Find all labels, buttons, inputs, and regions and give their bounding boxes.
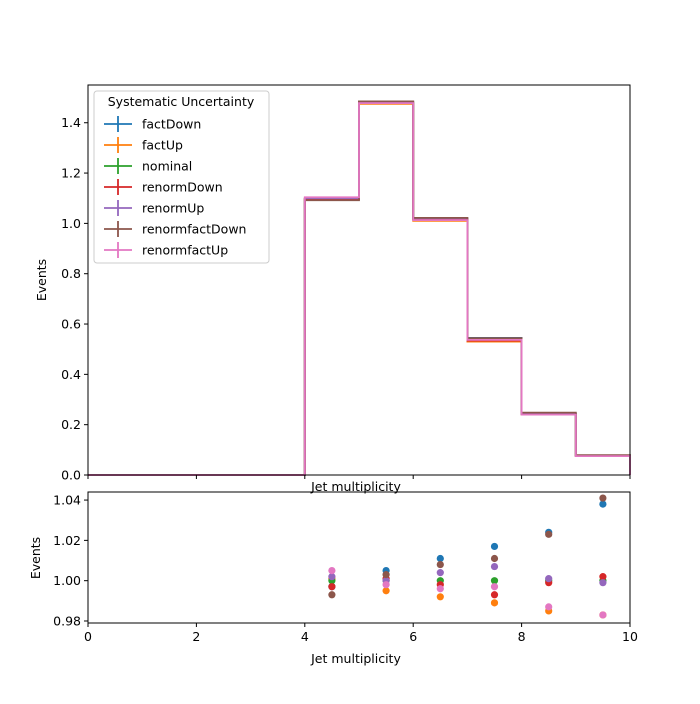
ratio-y-tick-label: 1.04 — [53, 493, 81, 508]
main-y-tick-label: 1.0 — [61, 216, 81, 231]
ratio-point-nominal — [490, 577, 499, 585]
legend-entries: factDown factUp nominal renormDown renormUp r… — [104, 116, 246, 258]
legend-label: nominal — [142, 159, 192, 174]
legend-frame — [93, 90, 270, 264]
ratio-point-renormfactDown — [599, 494, 607, 502]
main-y-tick-label: 0.4 — [61, 367, 81, 382]
ratio-point-renormUp — [328, 573, 336, 581]
ratio-x-ticks: 0 2 4 6 8 10 — [84, 623, 638, 644]
legend-item-renormUp: renormUp — [104, 200, 204, 216]
ratio-point-renormfactDown — [328, 591, 336, 599]
ratio-x-tick-label: 6 — [409, 629, 417, 644]
main-y-tick-label: 0.6 — [61, 317, 81, 332]
ratio-x-tick-label: 2 — [192, 629, 200, 644]
ratio-point-factUp — [436, 593, 444, 601]
ratio-point-factDown — [436, 554, 444, 563]
main-axes-frame — [87, 84, 631, 476]
legend-label: renormDown — [142, 180, 223, 195]
ratio-x-axis-label: Jet multiplicity — [310, 651, 401, 666]
legend: Systematic Uncertainty factDown factUp nom… — [93, 90, 270, 264]
main-x-ticks — [87, 475, 631, 479]
ratio-series-points — [328, 494, 607, 619]
ratio-point-factUp — [490, 599, 499, 607]
ratio-y-tick-label: 1.00 — [53, 573, 81, 588]
ratio-point-renormUp — [545, 575, 553, 583]
ratio-point-renormUp — [599, 579, 607, 587]
legend-item-factDown: factDown — [104, 116, 201, 132]
legend-item-renormfactUp: renormfactUp — [104, 242, 228, 258]
main-y-tick-label: 0.2 — [61, 417, 81, 432]
main-y-ticks: 0.0 0.2 0.4 0.6 0.8 1.0 1.2 1.4 — [61, 115, 88, 483]
ratio-y-tick-label: 0.98 — [53, 613, 81, 628]
ratio-point-renormfactDown — [382, 571, 390, 579]
ratio-point-renormUp — [490, 562, 499, 571]
ratio-point-renormfactUp — [599, 611, 607, 619]
legend-label: factDown — [142, 117, 201, 132]
main-y-tick-label: 0.8 — [61, 266, 81, 281]
legend-item-factUp: factUp — [104, 137, 183, 153]
ratio-point-renormfactDown — [490, 554, 499, 563]
ratio-point-renormfactUp — [545, 603, 553, 611]
ratio-point-renormfactUp — [490, 583, 499, 591]
ratio-point-renormfactUp — [328, 567, 336, 575]
ratio-point-renormDown — [490, 591, 499, 599]
ratio-point-factDown — [599, 500, 607, 508]
legend-label: renormfactUp — [142, 243, 228, 258]
legend-item-renormDown: renormDown — [104, 179, 223, 195]
main-y-tick-label: 1.4 — [61, 115, 81, 130]
ratio-point-renormUp — [436, 569, 444, 577]
ratio-y-tick-label: 1.02 — [53, 533, 81, 548]
ratio-point-factDown — [490, 542, 499, 551]
main-x-axis-label: Jet multiplicity — [310, 479, 401, 494]
ratio-point-renormfactUp — [382, 581, 390, 589]
ratio-point-renormDown — [599, 573, 607, 581]
ratio-x-tick-label: 0 — [84, 629, 92, 644]
ratio-axes-frame — [87, 491, 631, 624]
legend-item-nominal: nominal — [104, 158, 192, 174]
ratio-point-renormfactDown — [545, 530, 553, 538]
ratio-panel: 0 2 4 6 8 10 0.98 1.00 1.02 1.04 Jet multiplicit… — [28, 491, 638, 666]
legend-item-renormfactDown: renormfactDown — [104, 221, 246, 237]
ratio-y-ticks: 0.98 1.00 1.02 1.04 — [53, 493, 88, 628]
ratio-point-renormfactDown — [436, 560, 444, 569]
ratio-x-tick-label: 8 — [518, 629, 526, 644]
ratio-x-tick-label: 4 — [301, 629, 309, 644]
ratio-y-axis-label: Events — [28, 537, 43, 579]
legend-label: renormfactDown — [142, 222, 246, 237]
legend-label: factUp — [142, 138, 183, 153]
main-panel: 0.0 0.2 0.4 0.6 0.8 1.0 1.2 1.4 Jet multiplicit… — [34, 84, 631, 494]
ratio-point-renormfactUp — [436, 585, 444, 593]
legend-title: Systematic Uncertainty — [108, 94, 255, 109]
main-y-axis-label: Events — [34, 259, 49, 301]
main-y-tick-label: 0.0 — [61, 468, 81, 483]
ratio-point-factUp — [382, 587, 390, 595]
legend-label: renormUp — [142, 201, 204, 216]
ratio-point-renormDown — [328, 583, 336, 591]
ratio-x-tick-label: 10 — [622, 629, 638, 644]
main-y-tick-label: 1.2 — [61, 166, 81, 181]
